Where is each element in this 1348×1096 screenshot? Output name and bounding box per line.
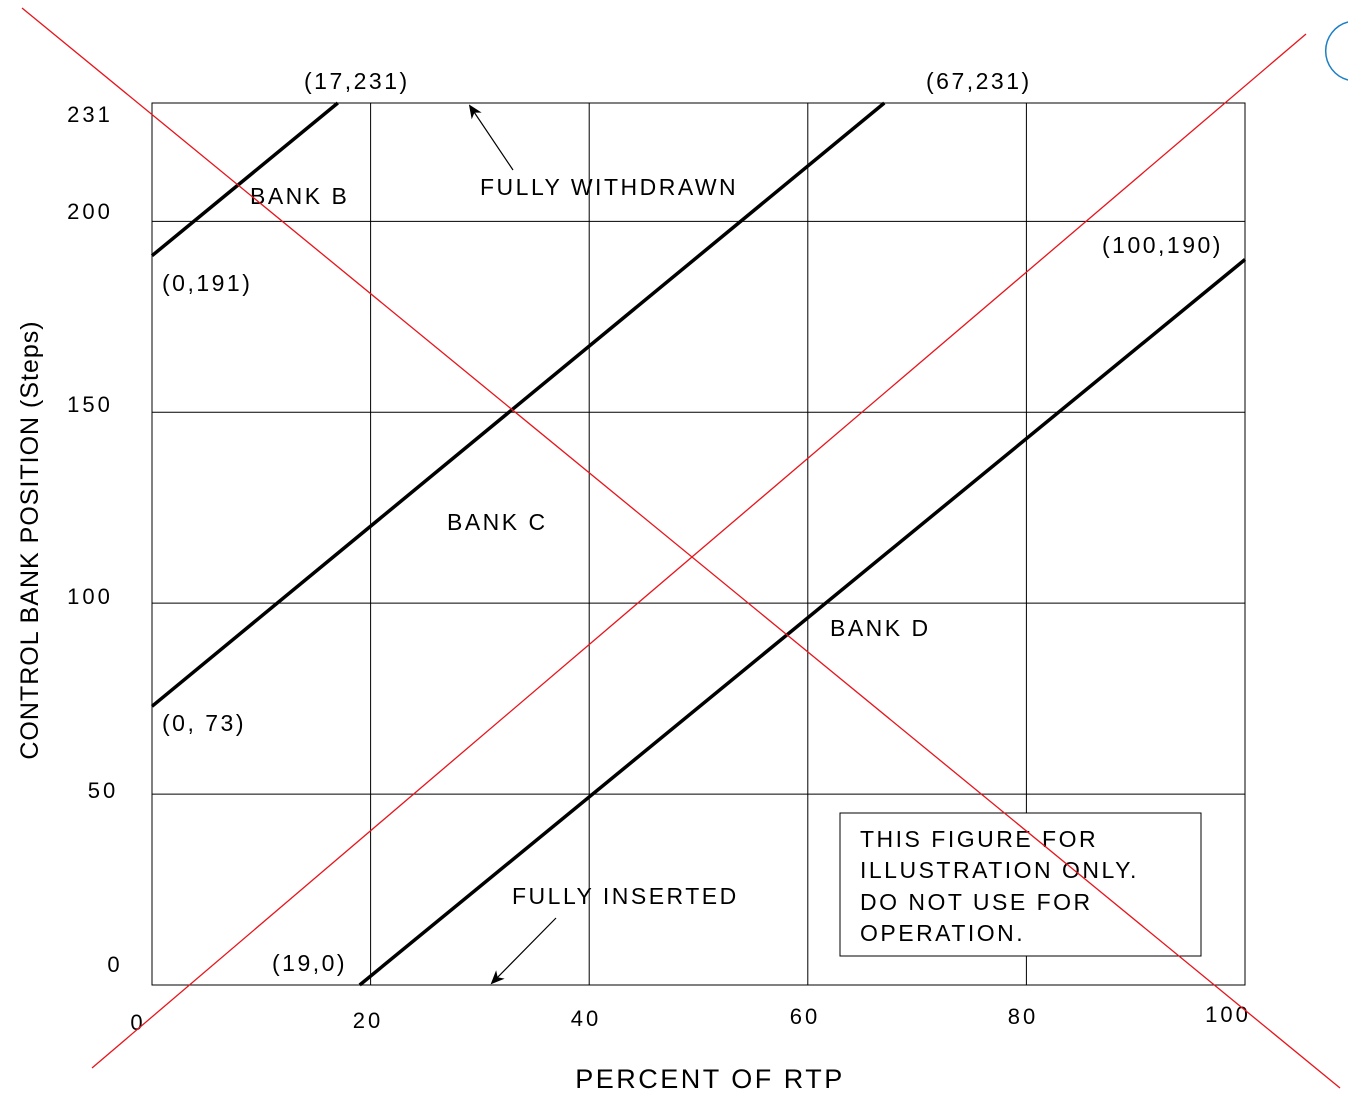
series-line-bank-d [358, 258, 1247, 987]
y-tick-label: 200 [67, 199, 113, 224]
note-line: DO NOT USE FOR [860, 889, 1093, 915]
note-line: ILLUSTRATION ONLY. [860, 857, 1139, 883]
annotation-fully-inserted: FULLY INSERTED [512, 883, 739, 909]
x-tick-label: 80 [1008, 1004, 1038, 1029]
arrow-fully-inserted [490, 917, 557, 985]
arrow-fully-withdrawn [468, 104, 514, 171]
series-line-bank-b [150, 101, 339, 258]
annotation-fully-withdrawn: FULLY WITHDRAWN [480, 174, 738, 200]
y-tick-labels: 231 200 150 100 50 0 [67, 102, 122, 977]
point-label: (0, 73) [162, 710, 246, 736]
series-label-bank-b: BANK B [250, 183, 349, 209]
point-label: (19,0) [272, 950, 347, 976]
y-tick-label: 150 [67, 392, 113, 417]
y-tick-label: 50 [88, 778, 118, 803]
x-tick-label: 40 [571, 1006, 601, 1031]
series-label-bank-d: BANK D [830, 615, 931, 641]
point-label: (67,231) [926, 68, 1032, 94]
x-tick-label: 0 [130, 1010, 145, 1035]
point-label: (17,231) [304, 68, 410, 94]
x-tick-label: 100 [1205, 1002, 1251, 1027]
x-axis-title: PERCENT OF RTP [575, 1064, 845, 1094]
note-line: THIS FIGURE FOR [860, 826, 1098, 852]
series-lines [150, 101, 1247, 987]
corner-circle-icon [1324, 21, 1348, 81]
y-axis-title: CONTROL BANK POSITION (Steps) [16, 320, 44, 759]
plot-frame [151, 102, 1246, 986]
x-tick-label: 20 [353, 1008, 383, 1033]
illustration-note-box: THIS FIGURE FOR ILLUSTRATION ONLY. DO NO… [839, 812, 1202, 957]
cross-out-line-descending [21, 7, 1341, 1089]
y-tick-label: 231 [67, 102, 113, 127]
note-line: OPERATION. [860, 920, 1025, 946]
series-label-bank-c: BANK C [447, 509, 548, 535]
x-tick-label: 60 [790, 1004, 820, 1029]
y-tick-label: 0 [107, 952, 122, 977]
note-box-frame [839, 812, 1202, 957]
y-tick-label: 100 [67, 584, 113, 609]
x-tick-labels: 0 20 40 60 80 100 [130, 1002, 1251, 1035]
point-label: (0,191) [162, 270, 252, 296]
point-label: (100,190) [1102, 232, 1223, 258]
series-line-bank-c [150, 101, 886, 708]
cross-out-line-ascending [91, 33, 1307, 1069]
